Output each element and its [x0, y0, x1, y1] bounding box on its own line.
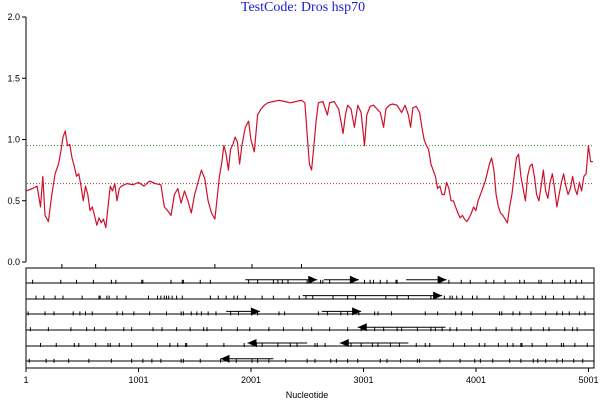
x-tick-label: 5001: [578, 375, 598, 385]
series-line: [25, 99, 593, 229]
orf-arrow-head: [352, 307, 362, 316]
orf-arrow-head: [357, 323, 367, 332]
y-tick-label: 1.0: [7, 135, 20, 145]
orf-arrow-head: [437, 275, 447, 284]
y-axis: 0.0 0.5 1.0 1.5 2.0: [7, 12, 27, 267]
track-panel-frame: [25, 267, 595, 369]
chart-title: TestCode: Dros hsp70: [240, 0, 366, 15]
y-tick-label: 1.5: [7, 73, 20, 83]
orf-arrow-head: [220, 354, 230, 363]
x-tick-label: 1: [23, 375, 28, 385]
orf-arrow-head: [247, 339, 257, 347]
x-tick-label: 4001: [466, 375, 486, 385]
x-axis: 1 1001 2001 3001 4001 5001: [23, 368, 599, 385]
x-tick-label: 1001: [128, 375, 148, 385]
orf-tracks-panel: [25, 264, 595, 369]
orf-arrow-head: [349, 275, 359, 284]
threshold-lines: [27, 145, 594, 185]
orf-arrow-head: [339, 339, 349, 347]
y-tick-label: 2.0: [7, 12, 20, 22]
x-tick-label: 3001: [353, 375, 373, 385]
orf-arrow-head: [250, 307, 260, 316]
orf-arrow-head: [308, 275, 318, 284]
x-axis-label: Nucleotide: [286, 390, 329, 400]
x-tick-label: 2001: [241, 375, 261, 385]
orf-arrow-head: [433, 291, 443, 300]
y-tick-label: 0.0: [7, 257, 20, 267]
y-tick-label: 0.5: [7, 196, 20, 206]
testcode-series: [25, 99, 593, 229]
